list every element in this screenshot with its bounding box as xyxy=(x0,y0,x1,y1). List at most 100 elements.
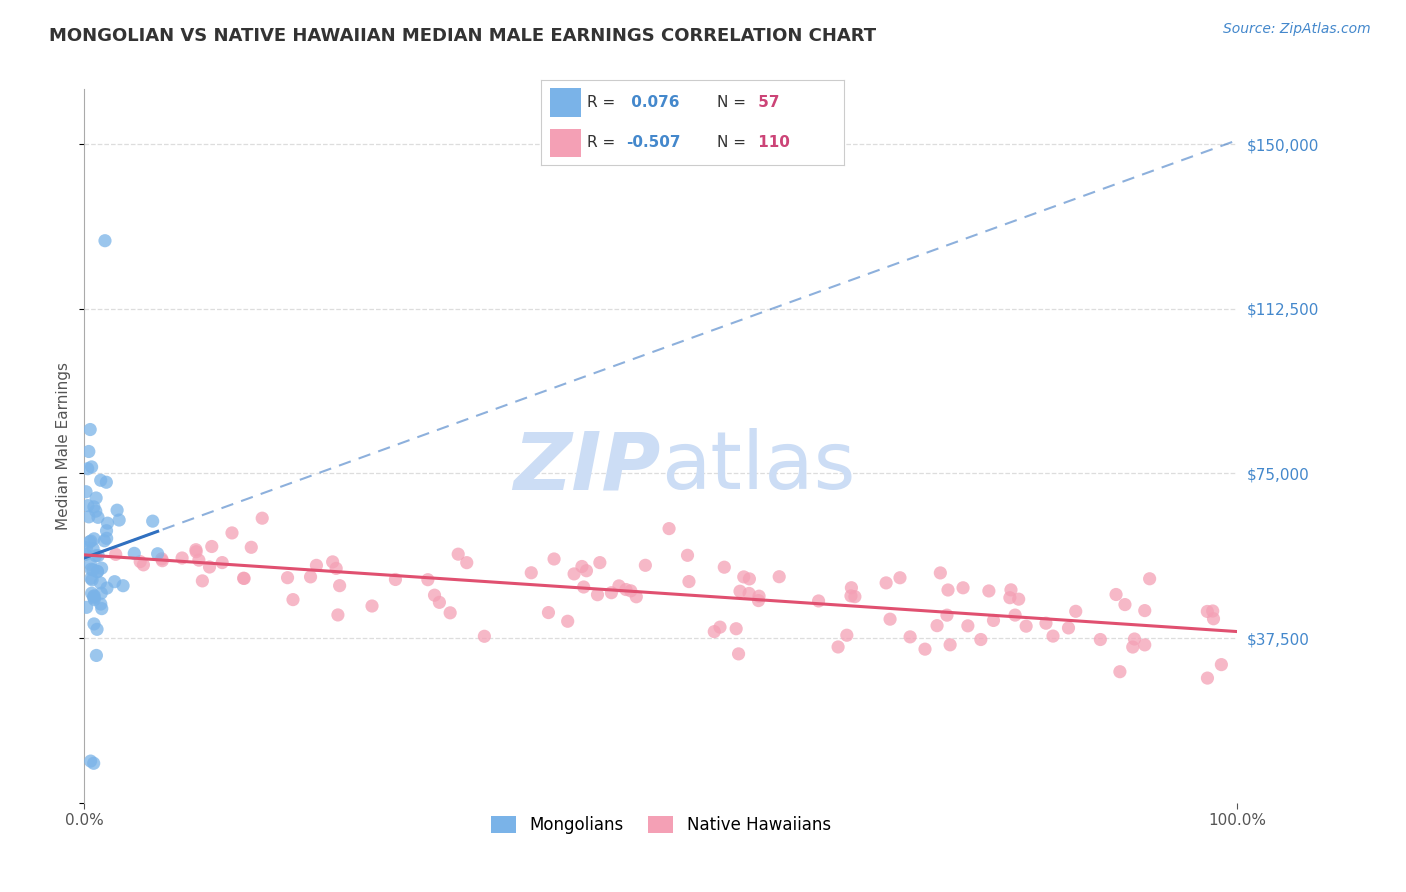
Point xyxy=(184,542,207,557)
Point xyxy=(557,614,579,628)
Point xyxy=(76,461,98,475)
Point xyxy=(634,558,657,573)
Point xyxy=(146,547,169,561)
Text: N =: N = xyxy=(717,136,745,151)
Point xyxy=(1197,671,1219,685)
Point xyxy=(1133,604,1156,618)
Point xyxy=(733,570,755,584)
Point xyxy=(952,581,974,595)
Point xyxy=(1133,638,1156,652)
Point xyxy=(90,473,112,487)
Point xyxy=(678,574,700,589)
Point xyxy=(586,588,609,602)
Point xyxy=(384,573,406,587)
Point xyxy=(429,595,451,609)
Point xyxy=(187,553,209,567)
Point xyxy=(96,516,118,531)
Point xyxy=(1015,619,1038,633)
Point xyxy=(839,589,862,603)
Point xyxy=(748,589,770,603)
Point xyxy=(84,491,107,505)
Point xyxy=(82,563,104,577)
Point xyxy=(87,549,110,563)
Point xyxy=(676,549,699,563)
Point xyxy=(90,586,112,600)
Point xyxy=(326,607,349,622)
Point xyxy=(575,564,598,578)
Text: -0.507: -0.507 xyxy=(626,136,681,151)
Point xyxy=(703,624,725,639)
Point xyxy=(1202,604,1225,618)
Point xyxy=(768,570,790,584)
Point xyxy=(104,547,127,561)
Point xyxy=(76,499,98,513)
Point xyxy=(727,647,749,661)
Point xyxy=(325,561,347,575)
Point xyxy=(79,423,101,437)
Point xyxy=(1004,608,1026,623)
Point xyxy=(83,500,105,514)
Point xyxy=(277,571,299,585)
Point xyxy=(86,565,108,579)
Text: atlas: atlas xyxy=(661,428,855,507)
Point xyxy=(77,444,100,458)
Point xyxy=(240,541,263,555)
Point xyxy=(1000,582,1022,597)
Point xyxy=(1042,629,1064,643)
Point xyxy=(104,574,127,589)
Point xyxy=(90,597,112,611)
Point xyxy=(620,583,643,598)
Point xyxy=(90,561,112,575)
Point xyxy=(86,565,108,579)
Point xyxy=(898,630,921,644)
Point xyxy=(956,619,979,633)
Point xyxy=(191,574,214,588)
Point xyxy=(929,566,952,580)
Point xyxy=(571,559,593,574)
Point xyxy=(614,582,637,597)
Point xyxy=(87,510,110,524)
Text: 0.076: 0.076 xyxy=(626,95,679,110)
Point xyxy=(90,601,112,615)
Point xyxy=(150,552,173,566)
Point xyxy=(879,612,901,626)
Point xyxy=(93,533,115,548)
Point xyxy=(1057,621,1080,635)
Point xyxy=(474,629,496,643)
Point xyxy=(198,560,221,574)
Point xyxy=(626,590,648,604)
Point xyxy=(1064,604,1087,618)
Point xyxy=(112,579,135,593)
Point xyxy=(75,484,97,499)
Point xyxy=(1123,632,1146,646)
Point xyxy=(562,566,585,581)
Point xyxy=(456,556,478,570)
Point xyxy=(186,545,208,559)
Text: N =: N = xyxy=(717,95,745,110)
Point xyxy=(80,534,103,549)
Point xyxy=(738,586,761,600)
Point xyxy=(977,584,1000,599)
Text: 57: 57 xyxy=(754,95,779,110)
Point xyxy=(322,555,344,569)
Legend: Mongolians, Native Hawaiians: Mongolians, Native Hawaiians xyxy=(484,809,838,841)
Point xyxy=(80,571,103,585)
Point xyxy=(150,554,173,568)
Point xyxy=(607,579,630,593)
Point xyxy=(1139,572,1161,586)
Point xyxy=(105,503,128,517)
Point xyxy=(83,756,105,771)
Text: ZIP: ZIP xyxy=(513,428,661,507)
Point xyxy=(520,566,543,580)
Point xyxy=(76,541,98,555)
Point xyxy=(925,618,948,632)
Point xyxy=(738,572,761,586)
Point xyxy=(83,589,105,603)
Point xyxy=(416,573,439,587)
Point xyxy=(142,514,165,528)
Point xyxy=(983,614,1005,628)
Point xyxy=(1105,587,1128,601)
Point xyxy=(329,579,352,593)
Point xyxy=(875,575,897,590)
Point xyxy=(361,599,384,613)
